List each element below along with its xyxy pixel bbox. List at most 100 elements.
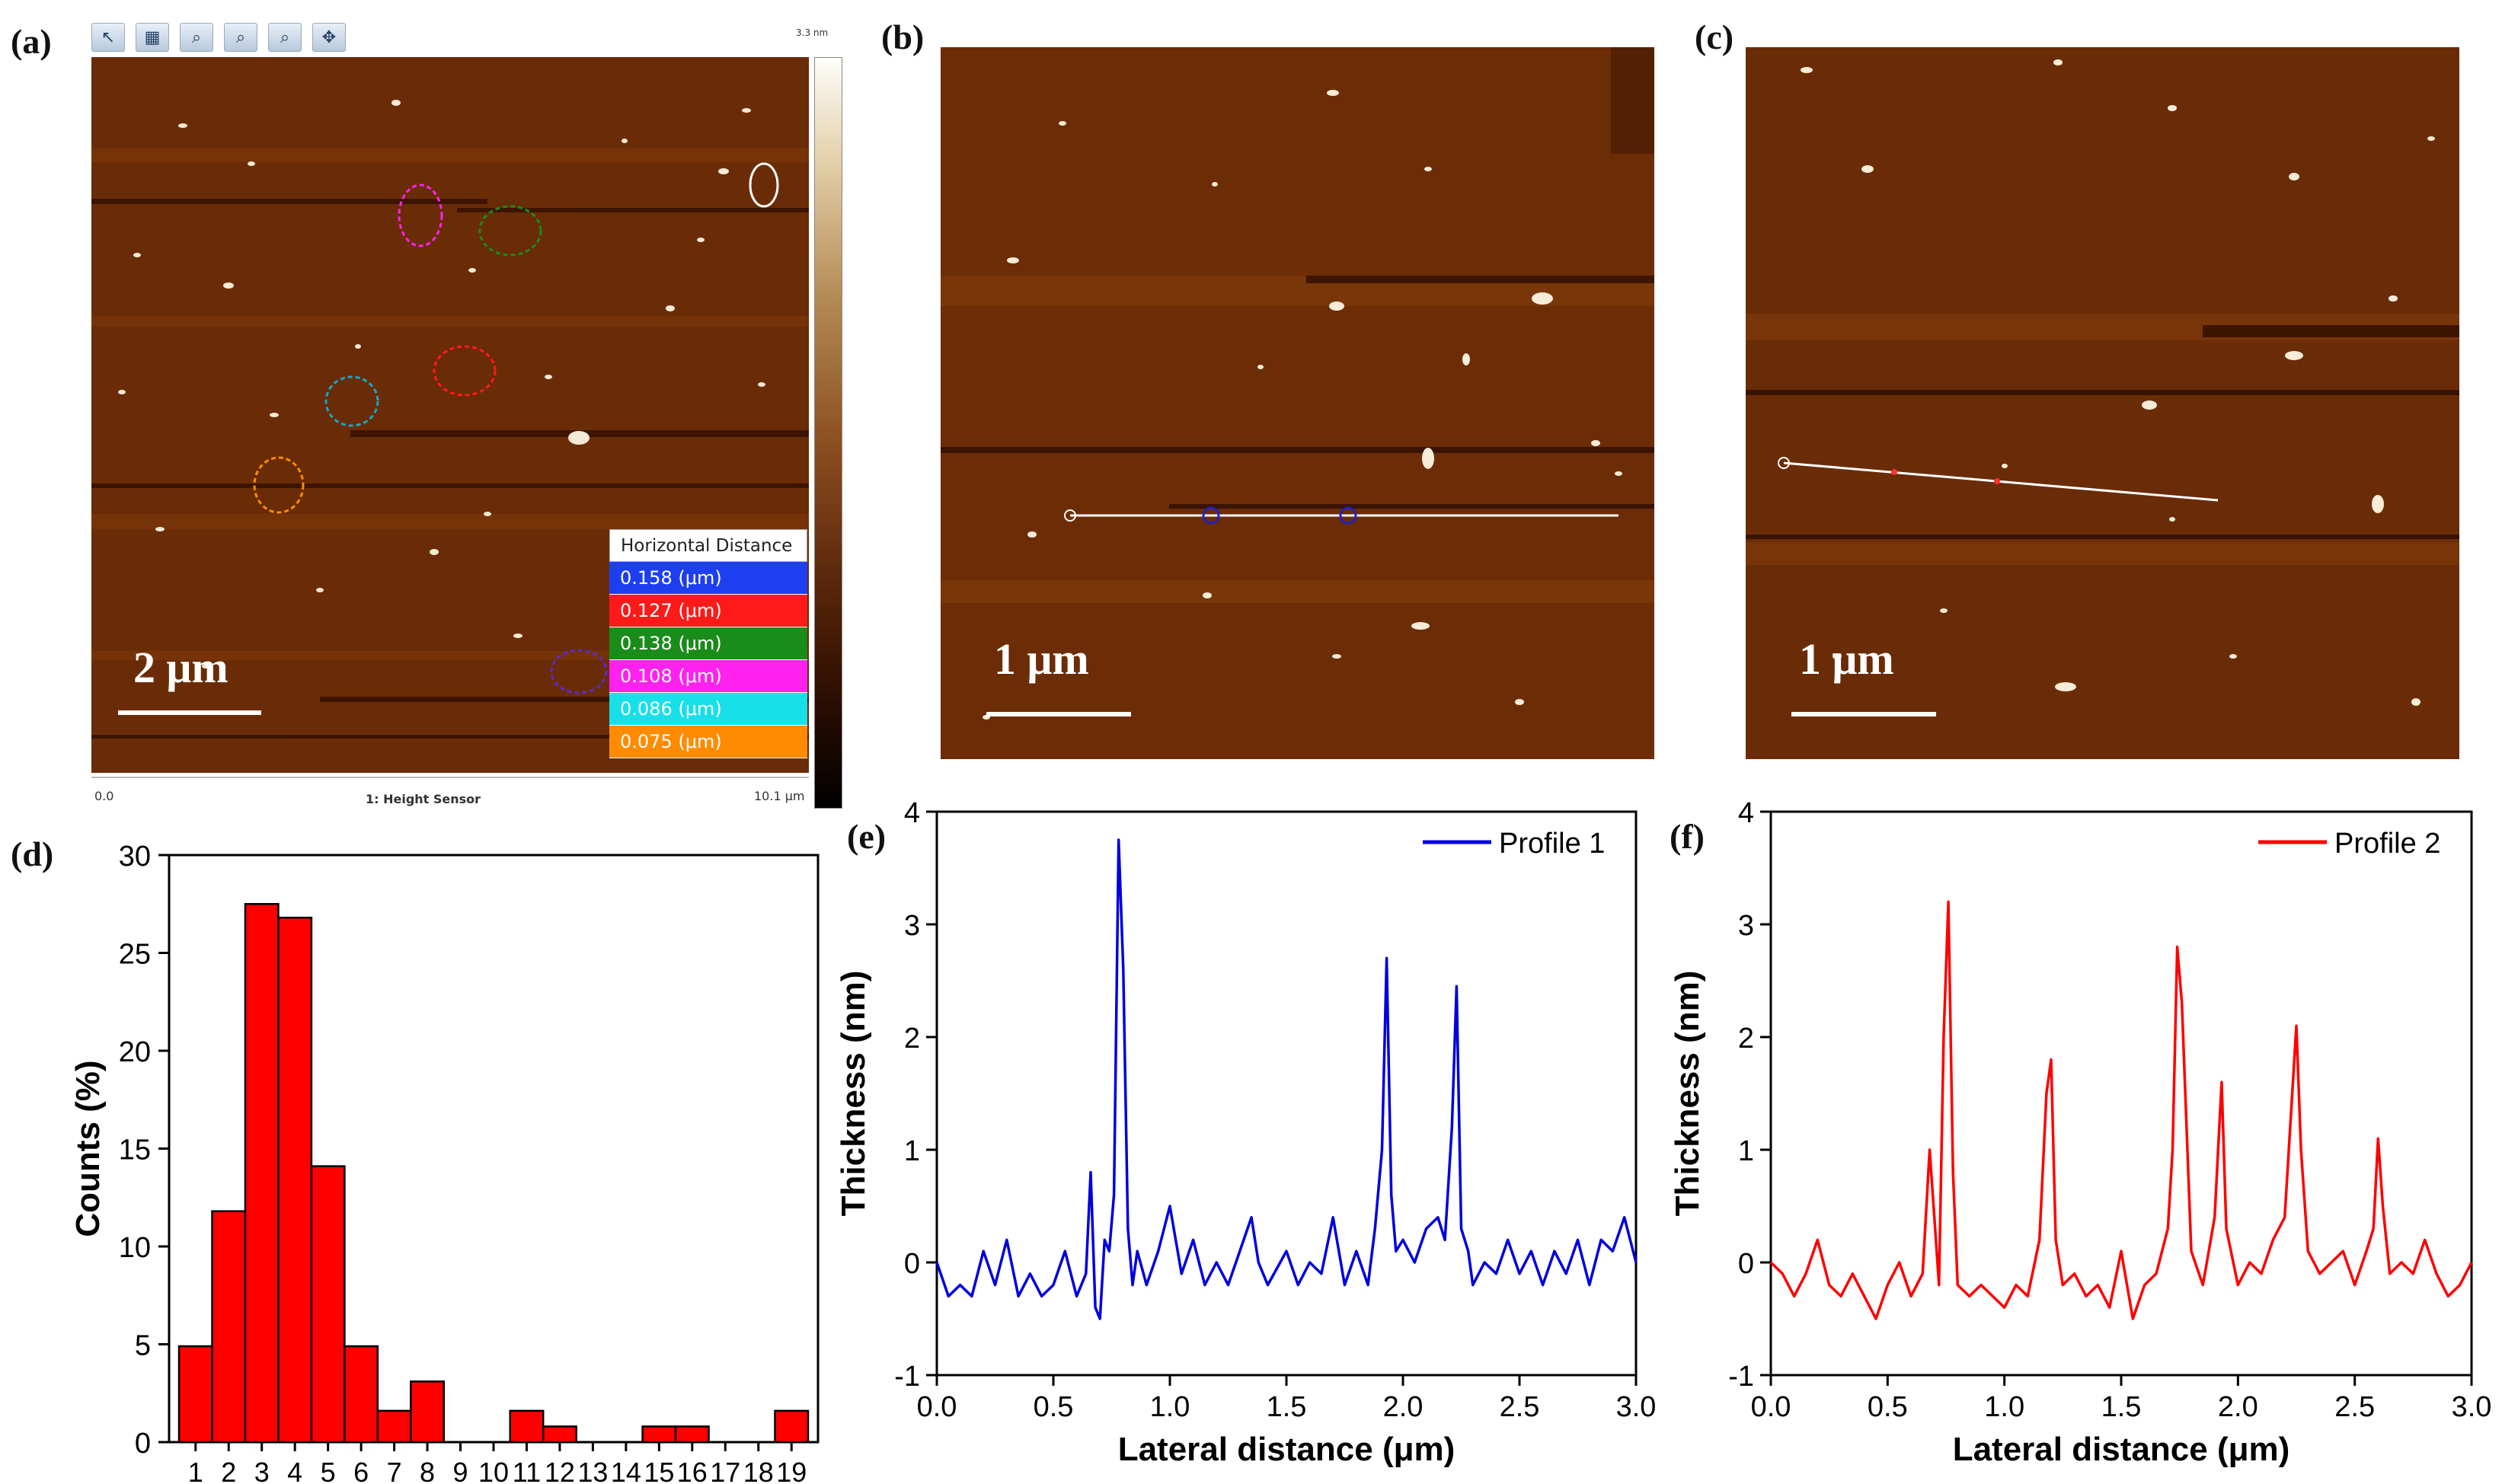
afm-image-a: 2 μm: [91, 57, 809, 773]
sensor-axis-min: 0.0: [94, 789, 114, 803]
histogram-bar: [641, 1425, 677, 1444]
y-tick-label: 25: [119, 939, 151, 971]
panel-label-b: (b): [881, 18, 925, 56]
x-tick-label: 1: [188, 1457, 203, 1484]
profile-line: [935, 838, 1638, 1320]
x-tick-label: 19: [776, 1457, 807, 1484]
x-tick-label: 17: [710, 1457, 740, 1484]
zoom-out-icon[interactable]: ⌕: [268, 23, 302, 52]
histogram-bar: [344, 1345, 379, 1444]
panel-label-c: (c): [1695, 18, 1734, 56]
y-axis-label: Counts (%): [69, 1060, 107, 1237]
scale-bar-label-c: 1 μm: [1799, 634, 1894, 684]
afm-image-b: 1 μm: [941, 47, 1654, 759]
profile-1-chart: -1 0 1 2 3 4 0.0 0.5 1.0 1.5 2.0 2.5 3.0 Profile 1 Lat…: [838, 799, 1656, 1468]
x-tick-label: 0.0: [1751, 1391, 1791, 1423]
histogram-bar: [211, 1210, 247, 1444]
panel-label-a: (a): [11, 22, 52, 61]
afm-toolbar: ↖ ▦ ⌕ ⌕ ⌕ ✥: [91, 23, 346, 53]
y-tick-label: 0: [135, 1428, 151, 1460]
height-colorbar: [814, 57, 842, 809]
x-tick-label: 9: [453, 1457, 468, 1484]
y-tick-label: 20: [119, 1036, 151, 1068]
distance-row: 0.075 (μm): [609, 726, 807, 758]
x-axis-label: Lateral distance (μm): [1953, 1431, 2290, 1468]
y-tick-label: 4: [1738, 799, 1754, 829]
y-tick-label: 2: [1738, 1023, 1754, 1055]
histogram-bar: [674, 1425, 710, 1444]
y-tick-label: 10: [119, 1232, 151, 1264]
x-tick-label: 1.0: [1150, 1391, 1190, 1423]
panel-label-d: (d): [11, 835, 54, 873]
afm-texture-c: [1746, 47, 2459, 759]
x-tick-label: 2: [221, 1457, 236, 1484]
sensor-axis: 0.0 1: Height Sensor 10.1 μm: [91, 777, 861, 815]
afm-texture-b: [941, 47, 1654, 759]
afm-image-c: 1 μm: [1746, 47, 2459, 759]
x-tick-label: 0.5: [1034, 1391, 1074, 1423]
zoom-in-icon[interactable]: ⌕: [180, 23, 213, 52]
y-tick-label: 3: [904, 910, 920, 942]
x-axis-label: Lateral distance (μm): [1118, 1431, 1456, 1468]
x-tick-label: 7: [387, 1457, 402, 1484]
histogram-bar: [244, 903, 280, 1444]
y-tick-label: -1: [1728, 1361, 1754, 1393]
y-tick-label: 5: [135, 1330, 151, 1362]
scale-bar-c: [1791, 712, 1936, 716]
y-tick-label: 0: [1738, 1248, 1754, 1280]
legend-label: Profile 2: [2334, 828, 2440, 860]
horizontal-distance-title: Horizontal Distance: [609, 529, 807, 562]
histogram-bar: [774, 1409, 810, 1444]
y-tick-label: 4: [904, 799, 920, 829]
y-tick-label: -1: [894, 1361, 920, 1393]
x-tick-label: 10: [478, 1457, 509, 1484]
y-tick-label: 0: [904, 1248, 920, 1280]
y-axis-label: Thickness (nm): [1669, 971, 1706, 1217]
legend-label: Profile 1: [1499, 828, 1605, 860]
select-tool-icon[interactable]: ↖: [91, 23, 125, 52]
sensor-axis-line: [91, 777, 809, 778]
y-tick-label: 30: [119, 841, 151, 873]
distance-row: 0.138 (μm): [609, 627, 807, 660]
y-tick-label: 15: [119, 1135, 151, 1166]
measure-tool-icon[interactable]: ▦: [136, 23, 169, 52]
pan-tool-icon[interactable]: ✥: [312, 23, 346, 52]
x-tick-label: 3.0: [2452, 1391, 2492, 1423]
x-tick-label: 0.5: [1868, 1391, 1908, 1423]
scale-bar-a: [118, 710, 261, 715]
x-tick-label: 1.5: [2101, 1391, 2142, 1423]
histogram-bar: [310, 1165, 346, 1444]
x-tick-label: 18: [743, 1457, 774, 1484]
x-tick-label: 1.5: [1267, 1391, 1307, 1423]
x-tick-label: 1.0: [1984, 1391, 2024, 1423]
x-tick-label: 16: [677, 1457, 708, 1484]
x-tick-label: 5: [321, 1457, 336, 1484]
x-tick-label: 12: [545, 1457, 575, 1484]
scale-bar-b: [986, 712, 1131, 716]
sensor-axis-max: 10.1 μm: [754, 789, 805, 803]
histogram-bar: [410, 1380, 446, 1444]
distance-row: 0.127 (μm): [609, 595, 807, 627]
x-tick-label: 2.0: [1383, 1391, 1424, 1423]
y-tick-label: 1: [1738, 1135, 1754, 1167]
distance-row: 0.108 (μm): [609, 660, 807, 693]
y-tick-label: 1: [904, 1135, 920, 1167]
x-tick-label: 11: [513, 1457, 541, 1484]
histogram-bar: [376, 1409, 412, 1444]
distance-row: 0.086 (μm): [609, 693, 807, 726]
x-tick-label: 3: [254, 1457, 270, 1484]
x-tick-label: 8: [420, 1457, 435, 1484]
colorbar-max-label: 3.3 nm: [796, 27, 829, 38]
sensor-label: 1: Height Sensor: [366, 792, 481, 806]
histogram-bar: [277, 916, 313, 1444]
x-tick-label: 6: [353, 1457, 369, 1484]
zoom-icon[interactable]: ⌕: [224, 23, 257, 52]
x-tick-label: 2.5: [2334, 1391, 2375, 1423]
profile-line: [1769, 900, 2473, 1320]
y-tick-label: 2: [904, 1023, 920, 1055]
y-axis-label: Thickness (nm): [838, 971, 872, 1217]
panel-label-f: (f): [1670, 817, 1705, 856]
x-tick-label: 14: [611, 1457, 641, 1484]
plot-frame: [1769, 810, 2473, 1377]
